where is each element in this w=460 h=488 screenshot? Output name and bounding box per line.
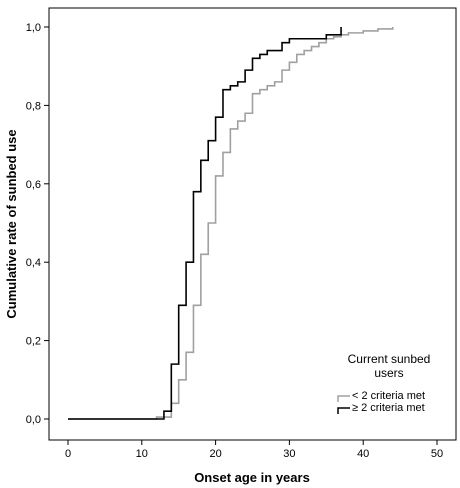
series-layer [68,27,394,420]
x-tick-label-10: 10 [136,448,148,460]
x-tick-label-50: 50 [431,448,443,460]
y-axis-title: Cumulative rate of sunbed use [4,129,19,318]
legend-swatch-ge2 [337,407,350,414]
y-tick-label-4: 0,8 [26,100,41,112]
y-tick-label-0: 0,0 [26,414,41,426]
legend: Current sunbed users < 2 criteria met ≥ … [337,352,431,414]
legend-label-ge2: ≥ 2 criteria met [352,402,425,414]
y-tick-label-5: 1,0 [26,22,41,34]
x-axis-title: Onset age in years [194,470,310,485]
x-tick-label-0: 0 [65,448,71,460]
legend-title-line2: users [374,366,403,380]
legend-label-lt2: < 2 criteria met [352,390,425,402]
y-tick-label-3: 0,6 [26,179,41,191]
x-tick-label-40: 40 [357,448,369,460]
y-tick-label-2: 0,4 [26,257,41,269]
x-tick-label-20: 20 [209,448,221,460]
legend-title-line1: Current sunbed [348,352,431,366]
x-axis: 0 10 20 30 40 50 [65,440,443,460]
series-line-0 [68,27,394,420]
x-tick-label-30: 30 [283,448,295,460]
series-line-1 [68,27,342,420]
y-axis: 0,0 0,2 0,4 0,6 0,8 1,0 [26,22,49,426]
legend-swatch-lt2 [337,395,350,402]
y-tick-label-1: 0,2 [26,336,41,348]
plot-area [48,7,457,441]
